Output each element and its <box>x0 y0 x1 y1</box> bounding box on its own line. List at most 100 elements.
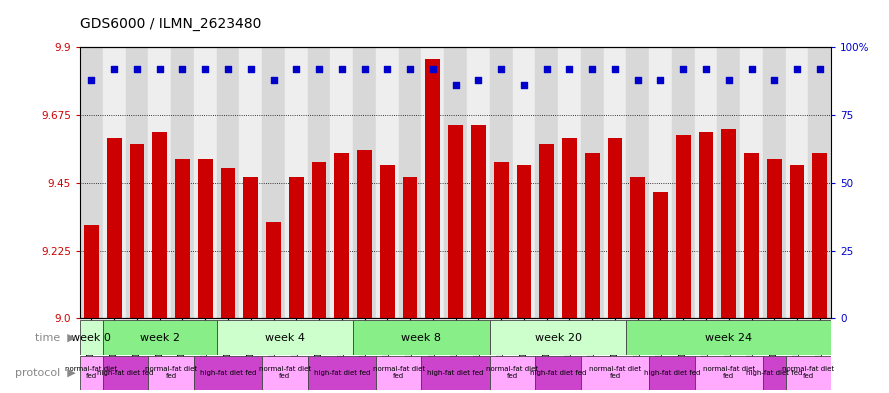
Point <box>494 66 509 72</box>
Bar <box>380 165 395 318</box>
Text: protocol  ▶: protocol ▶ <box>15 368 76 378</box>
Bar <box>444 47 467 318</box>
Bar <box>471 125 485 318</box>
Bar <box>699 132 713 318</box>
Bar <box>125 47 148 318</box>
Point <box>630 77 645 83</box>
Bar <box>581 356 649 390</box>
Text: week 24: week 24 <box>705 332 752 343</box>
Bar <box>217 320 353 355</box>
Point <box>471 77 485 83</box>
Text: high-fat diet fed: high-fat diet fed <box>746 370 803 376</box>
Bar <box>649 356 694 390</box>
Text: normal-fat diet
fed: normal-fat diet fed <box>259 366 311 380</box>
Bar <box>103 320 217 355</box>
Text: high-fat diet fed: high-fat diet fed <box>428 370 484 376</box>
Bar <box>535 47 558 318</box>
Bar <box>80 47 103 318</box>
Bar <box>194 47 217 318</box>
Bar <box>627 320 831 355</box>
Bar <box>717 47 741 318</box>
Point <box>198 66 212 72</box>
Bar <box>467 47 490 318</box>
Bar <box>786 47 808 318</box>
Point <box>357 66 372 72</box>
Point <box>426 66 440 72</box>
Point <box>267 77 281 83</box>
Bar <box>448 125 463 318</box>
Point <box>608 66 622 72</box>
Bar <box>103 356 148 390</box>
Bar <box>493 162 509 318</box>
Bar <box>217 47 239 318</box>
Bar <box>789 165 805 318</box>
Bar <box>198 159 212 318</box>
Bar <box>490 47 513 318</box>
Bar <box>694 356 763 390</box>
Point <box>540 66 554 72</box>
Bar <box>558 47 581 318</box>
Text: normal-fat diet
fed: normal-fat diet fed <box>145 366 197 380</box>
Bar <box>741 47 763 318</box>
Bar <box>490 356 535 390</box>
Bar <box>744 152 759 318</box>
Bar <box>148 356 194 390</box>
Point <box>517 82 531 88</box>
Bar <box>80 356 103 390</box>
Point <box>244 66 258 72</box>
Bar <box>694 47 717 318</box>
Bar <box>84 225 99 318</box>
Bar <box>331 47 353 318</box>
Text: high-fat diet fed: high-fat diet fed <box>98 370 154 376</box>
Bar <box>630 177 645 318</box>
Point <box>153 66 167 72</box>
Point <box>289 66 303 72</box>
Bar <box>421 356 490 390</box>
Point <box>175 66 189 72</box>
Point <box>677 66 691 72</box>
Bar <box>308 47 331 318</box>
Text: high-fat diet fed: high-fat diet fed <box>644 370 700 376</box>
Text: normal-fat diet
fed: normal-fat diet fed <box>372 366 425 380</box>
Bar <box>103 47 125 318</box>
Text: normal-fat diet
fed: normal-fat diet fed <box>782 366 835 380</box>
Bar <box>767 159 781 318</box>
Bar <box>653 192 668 318</box>
Bar <box>80 320 103 355</box>
Bar <box>813 152 828 318</box>
Bar <box>513 47 535 318</box>
Point <box>563 66 577 72</box>
Bar <box>376 47 398 318</box>
Bar <box>262 356 308 390</box>
Text: normal-fat diet
fed: normal-fat diet fed <box>589 366 641 380</box>
Bar <box>312 162 326 318</box>
Point <box>449 82 463 88</box>
Bar <box>353 47 376 318</box>
Bar <box>239 47 262 318</box>
Point <box>585 66 599 72</box>
Text: high-fat diet fed: high-fat diet fed <box>530 370 586 376</box>
Bar <box>562 138 577 318</box>
Text: time  ▶: time ▶ <box>35 332 76 343</box>
Point <box>790 66 805 72</box>
Point <box>699 66 713 72</box>
Text: high-fat diet fed: high-fat diet fed <box>200 370 256 376</box>
Bar <box>540 143 554 318</box>
Point <box>130 66 144 72</box>
Point <box>403 66 417 72</box>
Bar <box>607 138 622 318</box>
Bar <box>334 152 349 318</box>
Point <box>107 66 121 72</box>
Point <box>380 66 395 72</box>
Point <box>84 77 99 83</box>
Bar <box>581 47 604 318</box>
Point <box>334 66 348 72</box>
Bar <box>763 47 786 318</box>
Text: normal-fat diet
fed: normal-fat diet fed <box>702 366 755 380</box>
Bar <box>175 159 190 318</box>
Bar <box>426 59 440 318</box>
Bar <box>490 320 627 355</box>
Bar <box>220 168 236 318</box>
Text: high-fat diet fed: high-fat diet fed <box>314 370 370 376</box>
Bar <box>627 47 649 318</box>
